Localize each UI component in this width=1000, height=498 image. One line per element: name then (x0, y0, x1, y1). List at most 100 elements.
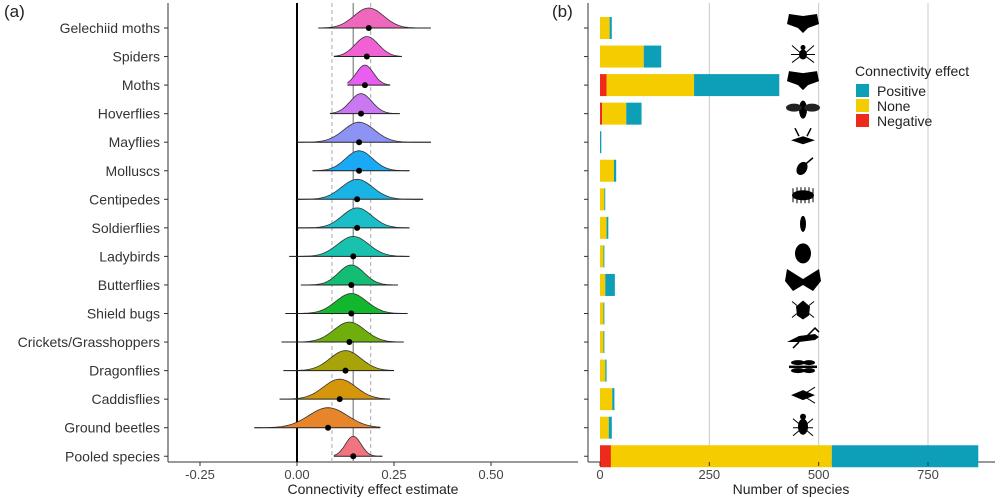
bar-none (602, 102, 627, 125)
panel-b-x-axis-title: Number of species (733, 481, 850, 497)
ridge-density (254, 407, 381, 428)
panel-a-ridges (254, 7, 431, 460)
ridge-mean-point (348, 310, 355, 317)
panel-a-x-ticks: -0.25 0.00 0.25 0.50 (185, 462, 504, 482)
ridge-mean-point (342, 367, 349, 374)
bar-positive (600, 131, 602, 154)
ridge-density (297, 122, 431, 143)
ridge-10 (285, 293, 408, 317)
bar-positive (694, 74, 780, 97)
ridge-density (318, 8, 431, 28)
category-label: Centipedes (89, 191, 160, 207)
bar-none (600, 416, 609, 439)
category-label: Ground beetles (64, 420, 160, 436)
bar-none (600, 359, 606, 382)
fly-icon (786, 100, 820, 119)
bar-positive (603, 302, 605, 325)
legend: Connectivity effect Positive None Negati… (855, 63, 969, 129)
ridge-density (297, 207, 410, 228)
ridge-8 (289, 235, 410, 260)
panel-b-x-ticks: 0 250 500 750 (596, 462, 939, 482)
ridge-11 (281, 321, 404, 346)
x-tick-label: 0 (596, 467, 603, 482)
category-label: Pooled species (65, 448, 160, 464)
grasshopper-icon (787, 326, 820, 349)
ridge-density (289, 236, 410, 257)
bar-positive (831, 445, 979, 468)
legend-swatch-none (856, 99, 869, 112)
category-label: Moths (122, 77, 160, 93)
mayfly-icon (791, 127, 815, 145)
category-label: Shield bugs (87, 306, 160, 322)
bar-none (600, 188, 605, 211)
category-label: Caddisflies (92, 391, 160, 407)
ridge-density (300, 265, 398, 285)
ridge-mean-point (325, 424, 332, 431)
ridge-density (285, 293, 408, 314)
panel-a-x-axis-title: Connectivity effect estimate (288, 481, 459, 497)
bar-none (606, 74, 695, 97)
ridge-density (279, 379, 391, 400)
ridge-2 (347, 64, 391, 89)
ridge-5 (312, 150, 410, 174)
x-tick-label: 500 (808, 467, 830, 482)
bar-positive (603, 245, 605, 268)
x-tick-label: 250 (698, 467, 720, 482)
category-label: Hoverflies (98, 106, 160, 122)
ridge-7 (297, 207, 410, 231)
x-tick-label: 0.25 (381, 467, 406, 482)
bar-none (600, 159, 614, 182)
category-label: Dragonflies (89, 363, 160, 379)
bar-negative (600, 102, 603, 125)
ridge-1 (333, 36, 402, 60)
category-label: Soldierflies (92, 220, 160, 236)
panel-b-bars (584, 17, 979, 468)
ridge-9 (300, 264, 398, 288)
legend-label-positive: Positive (877, 83, 926, 99)
bar-positive (608, 416, 612, 439)
panel-a-category-labels: Gelechiid moths Spiders Moths Hoverflies May… (18, 20, 168, 464)
category-label: Crickets/Grasshoppers (18, 334, 160, 350)
bar-positive (613, 159, 617, 182)
bar-none (600, 17, 610, 39)
panel-b-label: (b) (552, 2, 573, 21)
ridge-density (297, 179, 424, 200)
ridge-4 (297, 121, 431, 146)
ridge-density (333, 36, 402, 57)
bar-positive (626, 102, 642, 125)
ridge-mean-point (363, 53, 370, 60)
category-label: Mayflies (109, 134, 160, 150)
ridge-14 (254, 407, 381, 431)
ridge-mean-point (365, 25, 372, 31)
ridge-mean-point (356, 139, 363, 146)
ridge-density (330, 93, 400, 114)
ladybird-icon (795, 243, 811, 264)
ridge-density (312, 150, 410, 171)
ridge-13 (279, 378, 391, 403)
bar-positive (609, 17, 612, 39)
x-tick-label: -0.25 (185, 467, 215, 482)
bar-positive (612, 388, 615, 411)
legend-label-none: None (877, 98, 911, 114)
dragonfly-icon (789, 360, 817, 374)
ridge-0 (318, 7, 431, 31)
bar-none (600, 245, 604, 268)
category-label: Butterflies (98, 277, 160, 293)
ridge-12 (283, 350, 394, 374)
ridge-mean-point (350, 253, 357, 260)
caddisfly-icon (791, 386, 816, 404)
ridge-mean-point (348, 281, 355, 288)
ridge-outline (333, 36, 402, 57)
category-label: Molluscs (106, 163, 160, 179)
ridge-mean-point (356, 167, 363, 174)
ridge-mean-point (358, 110, 365, 117)
bar-positive (604, 188, 606, 211)
butterfly-icon (785, 268, 821, 291)
category-label: Ladybirds (99, 248, 160, 264)
ridge-mean-point (354, 196, 361, 203)
moth-icon (787, 14, 819, 33)
bar-positive (606, 216, 609, 239)
soldierfly-icon (800, 215, 806, 232)
legend-swatch-negative (856, 114, 869, 127)
